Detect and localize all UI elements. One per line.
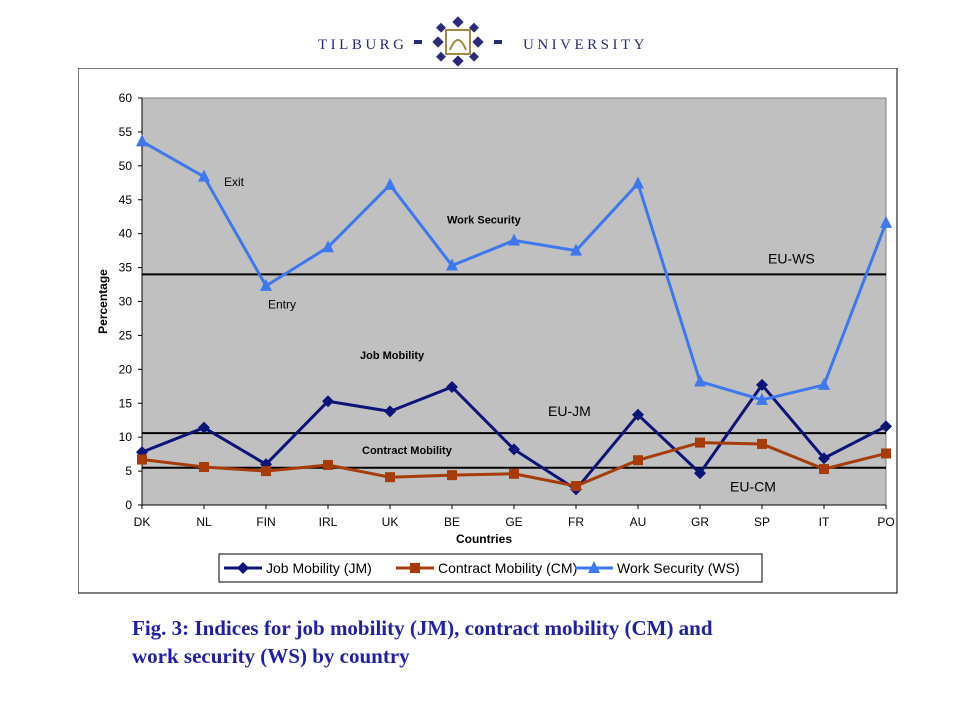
legend-label: Job Mobility (JM) [266, 560, 372, 576]
header: TILBURG UNIVERSITY [0, 0, 960, 70]
data-point [260, 278, 272, 291]
data-point [819, 464, 829, 475]
reference-line-label: EU-CM [730, 479, 776, 495]
annotation-label: Exit [224, 175, 245, 189]
data-point [446, 380, 458, 393]
data-point [198, 169, 210, 182]
data-point [694, 467, 706, 480]
x-tick-label: IT [819, 515, 830, 529]
y-tick-label: 10 [119, 430, 133, 444]
data-point [447, 470, 457, 481]
data-point [199, 462, 209, 473]
x-tick-label: AU [630, 515, 647, 529]
data-point [880, 215, 892, 228]
y-tick-label: 5 [125, 464, 132, 478]
x-tick-label: NL [196, 515, 212, 529]
line-chart: EU-WS EU-JM EU-CM 0 5 10 15 20 25 30 35 40 45 50 55 60… [77, 67, 898, 594]
axes: 0 5 10 15 20 25 30 35 40 45 50 55 60 DK NL FIN IRL UK BE GE… [119, 91, 895, 529]
y-tick-label: 40 [119, 227, 133, 241]
y-tick-label: 20 [119, 362, 133, 376]
data-point [570, 243, 582, 256]
logo-right-text: UNIVERSITY [523, 37, 648, 53]
data-point [509, 468, 519, 479]
data-point [695, 437, 705, 448]
y-tick-label: 15 [119, 396, 133, 410]
data-point [881, 448, 891, 459]
chart-container: EU-WS EU-JM EU-CM 0 5 10 15 20 25 30 35 40 45 50 55 60… [77, 67, 898, 594]
y-tick-label: 25 [119, 328, 133, 342]
data-point [322, 395, 334, 408]
caption-line-2: work security (WS) by country [132, 644, 410, 668]
legend: Job Mobility (JM) Contract Mobility (CM) W… [218, 553, 763, 583]
reference-line-label: EU-JM [548, 403, 591, 419]
y-axis-label: Percentage [96, 269, 110, 334]
y-tick-label: 60 [119, 91, 133, 105]
annotation-label: Work Security [447, 214, 522, 226]
data-point [588, 561, 600, 573]
x-tick-label: IRL [319, 515, 338, 529]
legend-label: Work Security (WS) [617, 560, 740, 576]
data-point [632, 408, 644, 421]
caption-line-1: Fig. 3: Indices for job mobility (JM), c… [132, 616, 713, 640]
data-point [818, 452, 830, 465]
data-point [384, 405, 396, 418]
x-tick-label: GR [691, 515, 709, 529]
annotations: Exit Entry Work Security Job Mobility Contra… [224, 175, 522, 457]
series-group [137, 437, 891, 492]
data-point [410, 563, 420, 573]
y-tick-label: 50 [119, 159, 133, 173]
data-point [237, 562, 249, 574]
data-point [818, 377, 830, 390]
data-point [385, 472, 395, 483]
data-point [757, 438, 767, 449]
x-tick-label: SP [754, 515, 770, 529]
data-point [508, 443, 520, 456]
series-group [136, 134, 892, 405]
figure-caption: Fig. 3: Indices for job mobility (JM), c… [132, 614, 892, 670]
x-tick-label: GE [505, 515, 522, 529]
data-point [571, 481, 581, 492]
x-tick-label: DK [134, 515, 151, 529]
university-logo: TILBURG UNIVERSITY [318, 16, 648, 67]
x-tick-label: BE [444, 515, 460, 529]
data-point [633, 455, 643, 466]
annotation-label: Contract Mobility [362, 445, 453, 457]
data-point [694, 374, 706, 387]
annotation-label: Job Mobility [360, 350, 425, 362]
data-point [198, 421, 210, 434]
data-point [322, 240, 334, 253]
reference-line-label: EU-WS [768, 250, 815, 266]
x-tick-label: FIN [256, 515, 275, 529]
plot-area [141, 97, 887, 506]
data-point [508, 233, 520, 246]
y-tick-label: 55 [119, 125, 133, 139]
y-tick-label: 35 [119, 261, 133, 275]
x-tick-label: FR [568, 515, 584, 529]
x-tick-label: PO [877, 515, 894, 529]
legend-box [218, 553, 763, 583]
series [136, 134, 892, 496]
data-point [446, 258, 458, 271]
legend-label: Contract Mobility (CM) [438, 560, 577, 576]
y-tick-label: 30 [119, 295, 133, 309]
x-tick-label: UK [382, 515, 399, 529]
data-point [880, 420, 892, 433]
data-point [137, 454, 147, 465]
data-point [756, 392, 768, 405]
logo-left-text: TILBURG [318, 37, 408, 53]
y-tick-label: 45 [119, 193, 133, 207]
series-group [136, 378, 892, 496]
x-axis-label: Countries [456, 532, 512, 546]
data-point [323, 459, 333, 470]
data-point [384, 177, 396, 190]
data-point [261, 466, 271, 477]
data-point [136, 134, 148, 147]
y-tick-label: 0 [125, 498, 132, 512]
emblem-icon [414, 16, 502, 67]
annotation-label: Entry [268, 297, 296, 311]
data-point [756, 378, 768, 391]
data-point [632, 176, 644, 189]
